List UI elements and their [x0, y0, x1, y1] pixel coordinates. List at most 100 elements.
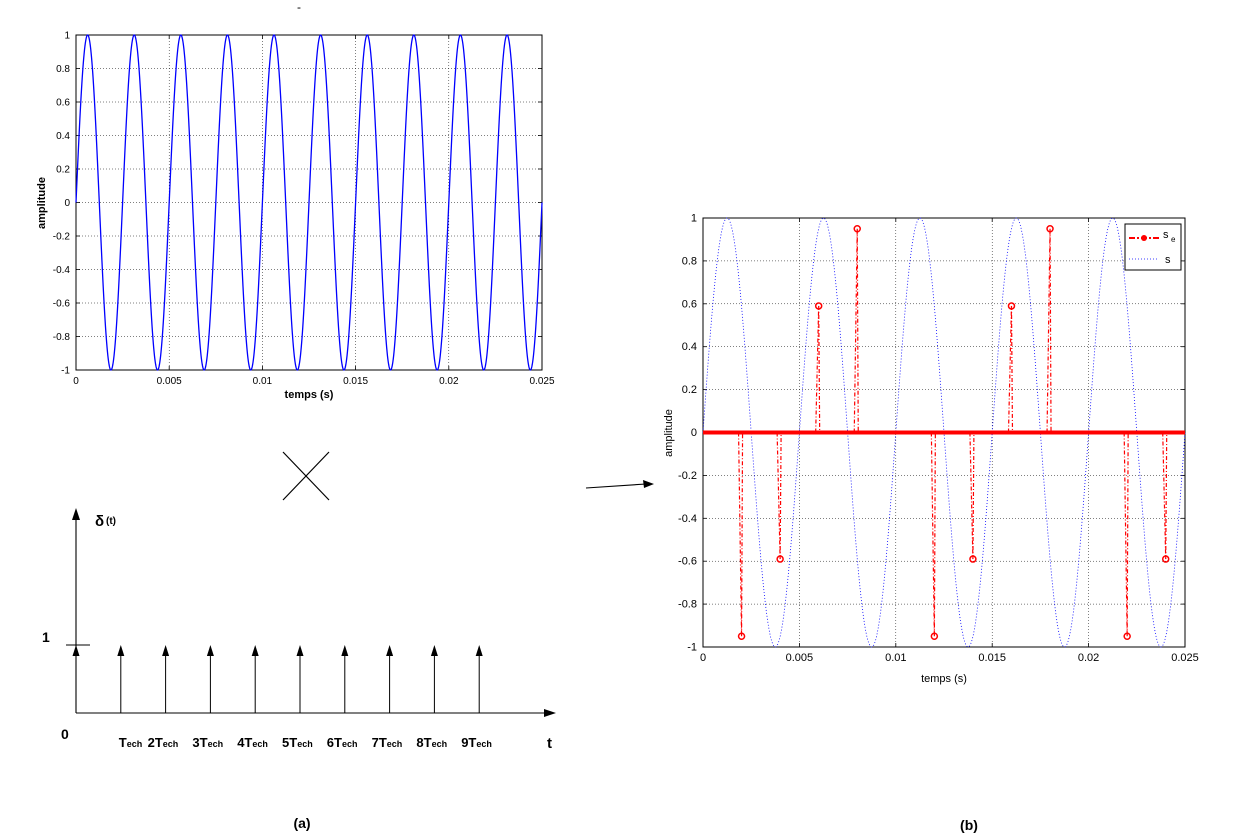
- sine-plot-grid: [76, 35, 542, 370]
- sample-spike-right: [818, 305, 821, 433]
- sine-series-line: [75, 34, 543, 371]
- sample-marker: [737, 632, 746, 641]
- sample-spike-left: [1123, 432, 1128, 637]
- impulse-label: 5Tech: [282, 735, 313, 750]
- comb-zero-label: 0: [61, 726, 69, 742]
- sample-marker: [776, 555, 784, 563]
- y-tick-label: 1: [64, 31, 70, 42]
- y-tick-label: -0.8: [678, 599, 697, 611]
- impulse-label: 4Tech: [237, 735, 268, 750]
- sine-plot-y-ticks: -1 -0.8 -0.6 -0.4 -0.2 0 0.2 0.4 0.6 0.8 1: [53, 31, 542, 377]
- sampled-plot-x-ticks: 0 0.005 0.01 0.015 0.02 0.025: [700, 218, 1199, 664]
- y-tick-label: -0.4: [53, 265, 71, 276]
- impulse-label: 3Tech: [192, 735, 223, 750]
- stray-mark: -: [297, 0, 301, 14]
- sample-spike-left: [930, 432, 935, 637]
- sample-marker: [969, 555, 977, 563]
- x-tick-label: 0.02: [439, 376, 459, 387]
- sampled-signal-series: [703, 224, 1185, 641]
- impulse-arrowhead: [430, 645, 438, 656]
- sample-spike-right: [779, 432, 782, 560]
- impulse-arrowhead: [162, 645, 170, 656]
- sample-spike-left: [853, 228, 858, 433]
- x-tick-label: 0.005: [157, 376, 182, 387]
- y-tick-label: 0.8: [56, 64, 70, 75]
- sample-marker: [1123, 632, 1131, 641]
- impulse-arrowhead: [251, 645, 259, 656]
- comb-impulses: [72, 645, 483, 713]
- comb-labels: Tech 2Tech 3Tech 4Tech 5Tech 6Tech 7Tech 8Tech 9…: [119, 735, 492, 750]
- y-tick-label: -0.6: [53, 299, 71, 310]
- sample-spike-left: [737, 432, 743, 637]
- sample-spike-left: [1162, 432, 1167, 560]
- sampled-plot: 0 0.005 0.01 0.015 0.02 0.025 -1 -0.8 -0.6 -0.4 -…: [663, 213, 1199, 686]
- y-tick-label: 0.4: [682, 341, 697, 353]
- legend-sampled-subscript: e: [1171, 235, 1176, 244]
- y-tick-label: -0.2: [678, 470, 697, 482]
- y-tick-label: -0.2: [53, 232, 71, 243]
- comb-x-arrowhead: [544, 709, 556, 717]
- sample-spike-left: [969, 432, 974, 560]
- sample-spike-right: [740, 432, 744, 637]
- x-tick-label: 0.015: [978, 652, 1006, 664]
- sample-spike-right: [1010, 305, 1014, 433]
- impulse-label: 7Tech: [372, 735, 403, 750]
- sample-spike-right: [972, 432, 975, 560]
- x-tick-label: 0.02: [1078, 652, 1099, 664]
- sample-spike-left: [815, 305, 820, 433]
- y-tick-label: -1: [61, 366, 70, 377]
- impulse-label: 8Tech: [416, 735, 447, 750]
- y-tick-label: 0.6: [56, 98, 70, 109]
- sampled-plot-ylabel: amplitude: [663, 409, 675, 457]
- comb-y-arrowhead: [72, 508, 80, 520]
- comb-ylabel-symbol: δ: [95, 513, 104, 530]
- comb-one-label: 1: [42, 629, 50, 645]
- sine-plot-xlabel: temps (s): [285, 389, 334, 401]
- impulse-label: 9Tech: [461, 735, 492, 750]
- impulse-label: Tech: [119, 735, 142, 750]
- impulse-arrowhead: [72, 645, 80, 656]
- impulse-arrowhead: [117, 645, 125, 656]
- y-tick-label: 0.6: [682, 298, 697, 310]
- sample-marker: [1161, 555, 1170, 563]
- sine-plot-ylabel: amplitude: [36, 177, 48, 229]
- sampled-plot-xlabel: temps (s): [921, 673, 967, 685]
- sample-spike-right: [1049, 228, 1052, 433]
- sample-marker: [853, 224, 861, 233]
- x-tick-label: 0.005: [786, 652, 814, 664]
- x-tick-label: 0.025: [529, 376, 554, 387]
- panel-label-a: (a): [293, 815, 310, 831]
- impulse-arrowhead: [296, 645, 304, 656]
- impulse-arrowhead: [386, 645, 394, 656]
- panel-label-b: (b): [960, 817, 978, 833]
- y-tick-label: 0: [691, 427, 697, 439]
- sample-spike-left: [1046, 228, 1051, 433]
- multiply-cross: [282, 451, 330, 501]
- sample-marker: [1007, 302, 1016, 310]
- x-tick-label: 0.01: [885, 652, 906, 664]
- legend-continuous-name: s: [1165, 254, 1171, 266]
- x-tick-label: 0: [700, 652, 706, 664]
- sine-plot-x-ticks: 0 0.005 0.01 0.015 0.02 0.025: [73, 35, 555, 387]
- x-tick-label: 0: [73, 376, 79, 387]
- sample-spike-left: [776, 432, 781, 560]
- legend-box: [1124, 223, 1182, 271]
- sample-spike-left: [1007, 305, 1013, 433]
- impulse-arrowhead: [341, 645, 349, 656]
- y-tick-label: -1: [687, 642, 697, 654]
- x-tick-label: 0.01: [253, 376, 273, 387]
- y-tick-label: -0.4: [678, 513, 697, 525]
- comb-ylabel-arg: (t): [106, 516, 116, 527]
- sampled-plot-y-ticks: -1 -0.8 -0.6 -0.4 -0.2 0 0.2 0.4 0.6 0.8 1: [678, 213, 1185, 654]
- comb-t-label: t: [547, 735, 552, 752]
- y-tick-label: 0: [64, 198, 70, 209]
- x-tick-label: 0.025: [1171, 652, 1199, 664]
- sample-marker: [814, 302, 823, 310]
- y-tick-label: -0.6: [678, 556, 697, 568]
- legend: s e s: [1124, 223, 1182, 271]
- y-tick-label: 0.4: [56, 131, 70, 142]
- y-tick-label: 0.2: [56, 165, 70, 176]
- sample-marker: [930, 632, 939, 641]
- x-tick-label: 0.015: [343, 376, 368, 387]
